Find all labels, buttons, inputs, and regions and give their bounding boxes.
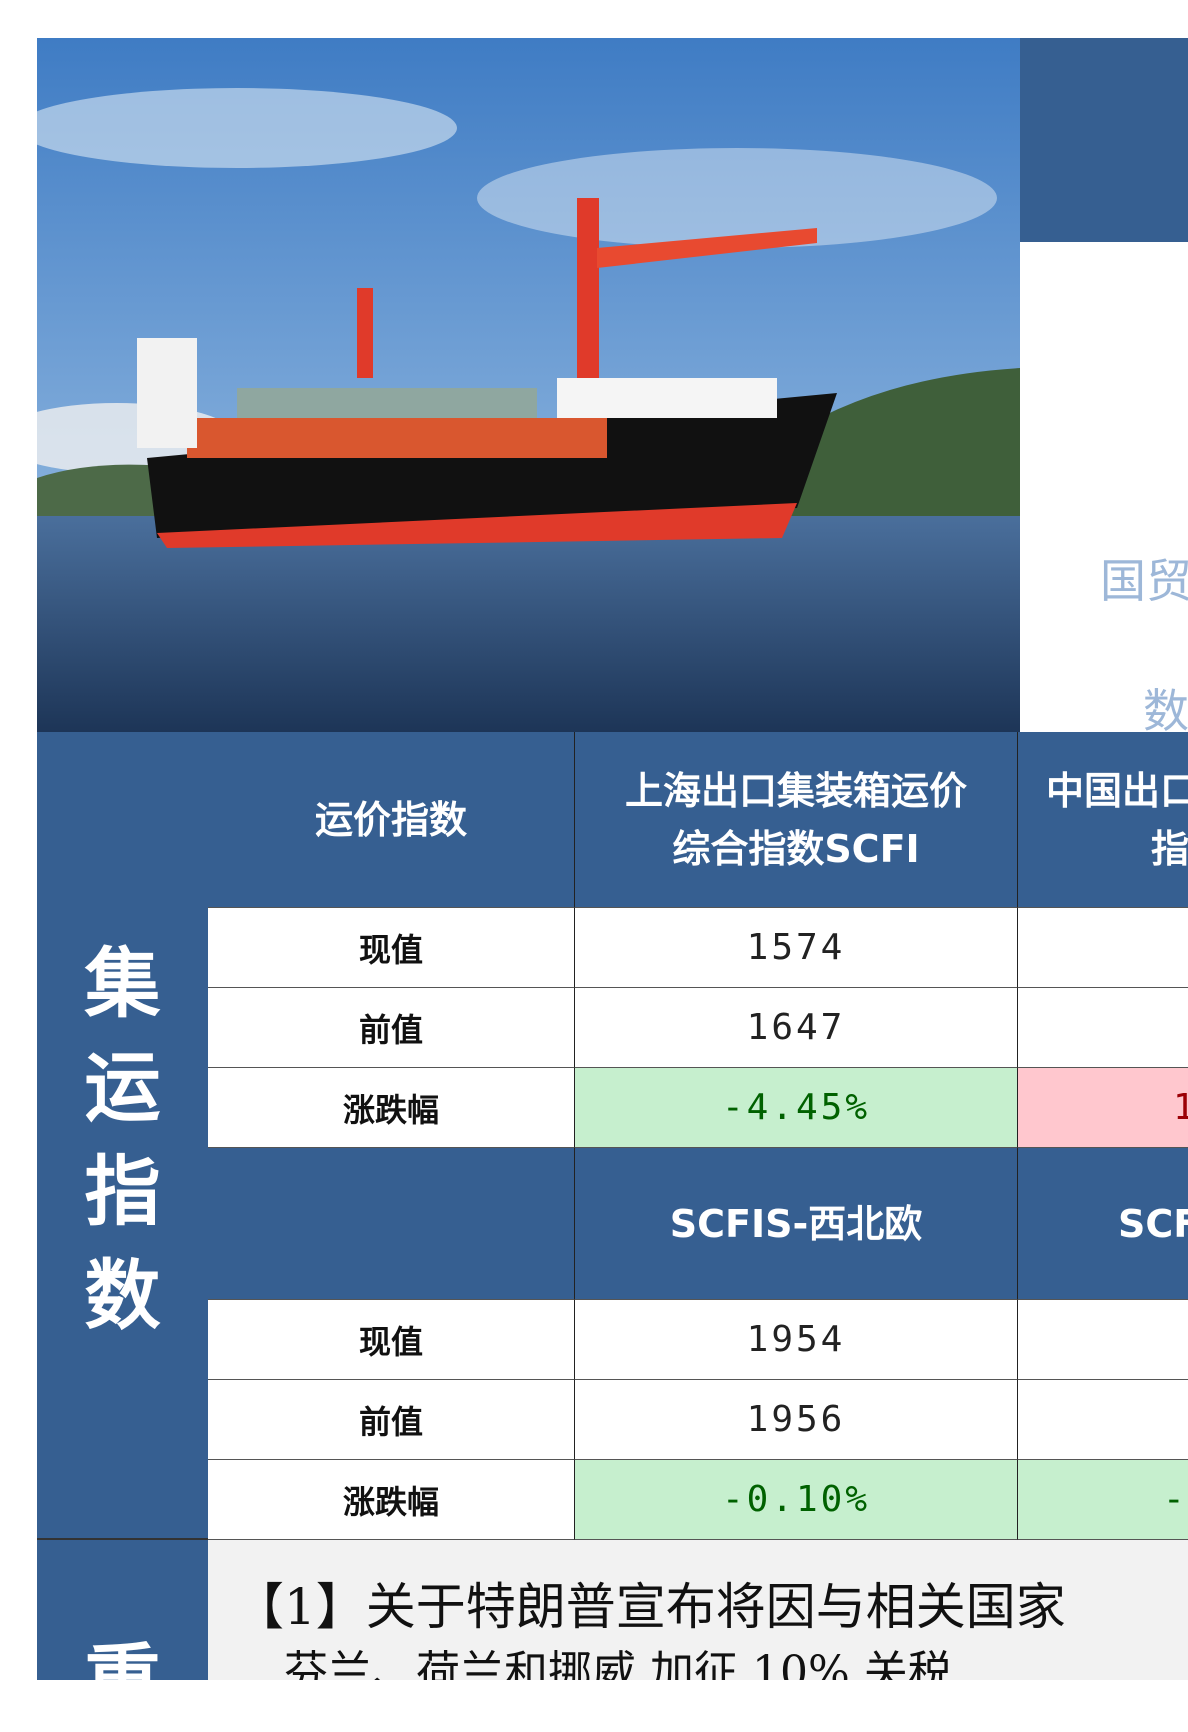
value-cell: 1647 xyxy=(575,988,1018,1068)
row-label: 前值 xyxy=(208,1380,575,1460)
value-cell xyxy=(1018,1300,1188,1380)
header-blank xyxy=(208,1148,575,1300)
container-ship-photo xyxy=(37,38,1020,732)
value-cell: 1574 xyxy=(575,908,1018,988)
news-line: 芬兰、荷兰和挪威 加征 10% 关税 xyxy=(284,1647,952,1680)
row-label: 涨跌幅 xyxy=(208,1460,575,1540)
header-scfis: SCF xyxy=(1018,1148,1188,1300)
value-cell xyxy=(1018,908,1188,988)
header-freight-index: 运价指数 xyxy=(208,732,575,908)
change-cell-down: - xyxy=(1018,1460,1188,1540)
banner-text: 数 xyxy=(1143,684,1188,738)
change-cell-up: 1 xyxy=(1018,1068,1188,1148)
change-cell-down: -0.10% xyxy=(575,1460,1018,1540)
header-scfis-nw-europe: SCFIS-西北欧 xyxy=(575,1148,1018,1300)
news-item: 【1】关于特朗普宣布将因与相关国家 芬兰、荷兰和挪威 加征 10% 关税 xyxy=(208,1540,1188,1680)
header-scfi: 上海出口集装箱运价 综合指数SCFI xyxy=(575,732,1018,908)
row-label: 前值 xyxy=(208,988,575,1068)
value-cell: 1954 xyxy=(575,1300,1018,1380)
news-line: 【1】关于特朗普宣布将因与相关国家 xyxy=(234,1578,1066,1636)
change-cell-down: -4.45% xyxy=(575,1068,1018,1148)
row-label: 现值 xyxy=(208,908,575,988)
value-cell xyxy=(1018,1380,1188,1460)
row-label: 涨跌幅 xyxy=(208,1068,575,1148)
row-label: 现值 xyxy=(208,1300,575,1380)
banner-box xyxy=(1020,38,1188,242)
value-cell: 1956 xyxy=(575,1380,1018,1460)
header-ccfi: 中国出口指 xyxy=(1018,732,1188,908)
section-label-freight-index: 集运指数 xyxy=(37,732,208,1540)
section-label-news: 重 xyxy=(37,1540,208,1724)
value-cell xyxy=(1018,988,1188,1068)
banner-text: 国贸 xyxy=(1100,554,1188,608)
